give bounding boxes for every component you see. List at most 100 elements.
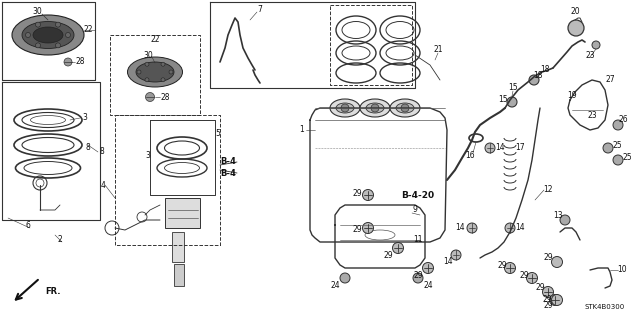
Text: 29: 29 — [519, 271, 529, 279]
Text: 29: 29 — [352, 226, 362, 234]
Text: B-4-20: B-4-20 — [401, 190, 435, 199]
Text: 20: 20 — [570, 8, 580, 17]
Text: 9: 9 — [413, 205, 417, 214]
Circle shape — [527, 272, 538, 284]
Circle shape — [451, 250, 461, 260]
Ellipse shape — [336, 103, 354, 113]
Circle shape — [65, 33, 70, 38]
Text: 11: 11 — [413, 235, 423, 244]
Circle shape — [169, 70, 173, 74]
Circle shape — [340, 273, 350, 283]
Ellipse shape — [360, 99, 390, 117]
Ellipse shape — [390, 99, 420, 117]
Text: 26: 26 — [618, 115, 628, 124]
Circle shape — [371, 104, 379, 112]
Circle shape — [26, 33, 31, 38]
Circle shape — [413, 273, 423, 283]
Circle shape — [485, 143, 495, 153]
Bar — [174, 264, 184, 286]
Circle shape — [467, 223, 477, 233]
Text: 29: 29 — [352, 189, 362, 197]
Circle shape — [56, 22, 61, 27]
Circle shape — [560, 215, 570, 225]
Circle shape — [35, 22, 40, 27]
Text: 28: 28 — [76, 57, 84, 66]
Ellipse shape — [22, 21, 74, 48]
Text: 21: 21 — [433, 46, 443, 55]
Text: 2: 2 — [58, 235, 62, 244]
Text: 29: 29 — [542, 295, 552, 305]
Text: 3: 3 — [145, 151, 150, 160]
Text: 3: 3 — [83, 114, 88, 122]
Text: 12: 12 — [543, 186, 553, 195]
Text: 8: 8 — [86, 144, 90, 152]
Circle shape — [145, 93, 154, 101]
Text: 14: 14 — [443, 257, 453, 266]
Circle shape — [137, 70, 141, 74]
Circle shape — [603, 143, 613, 153]
Circle shape — [161, 78, 165, 82]
Circle shape — [341, 104, 349, 112]
Circle shape — [362, 189, 374, 201]
Text: 4: 4 — [100, 181, 106, 189]
Text: 8: 8 — [100, 147, 104, 157]
Circle shape — [613, 120, 623, 130]
Circle shape — [529, 75, 539, 85]
Text: 30: 30 — [32, 8, 42, 17]
Text: 29: 29 — [543, 300, 553, 309]
Ellipse shape — [136, 62, 174, 82]
Text: 19: 19 — [567, 91, 577, 100]
Circle shape — [145, 62, 149, 66]
Bar — [172, 232, 184, 262]
Text: 6: 6 — [26, 221, 31, 231]
Bar — [165, 198, 200, 228]
Circle shape — [35, 43, 40, 48]
Circle shape — [56, 43, 61, 48]
Text: B-4: B-4 — [220, 168, 236, 177]
Text: 25: 25 — [612, 140, 622, 150]
Text: 14: 14 — [455, 224, 465, 233]
Circle shape — [613, 155, 623, 165]
Text: 25: 25 — [622, 153, 632, 162]
Circle shape — [507, 97, 517, 107]
Ellipse shape — [33, 27, 63, 43]
Circle shape — [505, 223, 515, 233]
Text: 29: 29 — [535, 284, 545, 293]
Text: 10: 10 — [617, 265, 627, 275]
Circle shape — [568, 20, 584, 36]
Ellipse shape — [330, 99, 360, 117]
Text: 28: 28 — [160, 93, 170, 101]
Circle shape — [552, 256, 563, 268]
Text: 30: 30 — [143, 50, 153, 60]
Text: 18: 18 — [533, 70, 543, 79]
Circle shape — [504, 263, 515, 273]
Text: 5: 5 — [216, 129, 220, 137]
Text: 22: 22 — [150, 35, 160, 44]
Text: 22: 22 — [83, 26, 93, 34]
Text: 24: 24 — [330, 280, 340, 290]
Text: 27: 27 — [605, 76, 615, 85]
Text: 29: 29 — [497, 261, 507, 270]
Text: 15: 15 — [498, 95, 508, 105]
Circle shape — [64, 58, 72, 66]
Circle shape — [392, 242, 403, 254]
Ellipse shape — [12, 15, 84, 55]
Text: 18: 18 — [540, 65, 550, 75]
Text: 1: 1 — [300, 125, 305, 135]
Ellipse shape — [396, 103, 414, 113]
Text: 29: 29 — [543, 254, 553, 263]
Text: 16: 16 — [465, 151, 475, 160]
Circle shape — [550, 294, 561, 306]
Circle shape — [161, 62, 165, 66]
Text: FR.: FR. — [45, 287, 61, 296]
Circle shape — [543, 286, 554, 298]
Text: 24: 24 — [423, 280, 433, 290]
Text: 14: 14 — [495, 144, 505, 152]
Text: STK4B0300: STK4B0300 — [585, 304, 625, 310]
Text: 7: 7 — [257, 5, 262, 14]
Text: 29: 29 — [383, 250, 393, 259]
Text: B-4: B-4 — [220, 158, 236, 167]
Text: 23: 23 — [585, 50, 595, 60]
Circle shape — [401, 104, 409, 112]
Circle shape — [552, 294, 563, 306]
